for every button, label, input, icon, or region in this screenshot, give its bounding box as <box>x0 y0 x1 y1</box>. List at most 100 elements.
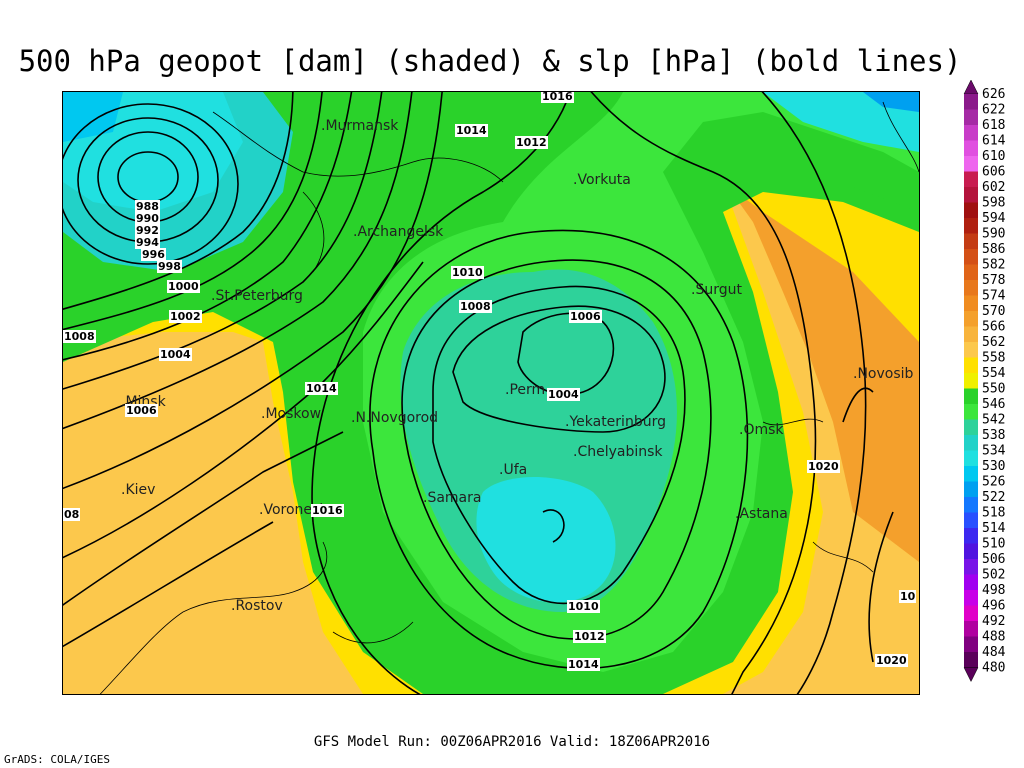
colorbar-swatch <box>964 140 978 156</box>
colorbar-swatch <box>964 388 978 404</box>
colorbar-tick-label: 498 <box>982 583 1005 598</box>
colorbar-swatch <box>964 512 978 528</box>
colorbar-swatch <box>964 621 978 637</box>
city-moskow: .Moskow <box>261 406 322 422</box>
isobar-label: 1012 <box>573 630 606 643</box>
colorbar-tick-label: 590 <box>982 227 1005 242</box>
colorbar-swatch <box>964 404 978 420</box>
isobar-label: 1016 <box>311 504 344 517</box>
isobar-label: 1012 <box>515 136 548 149</box>
colorbar-tick-label: 554 <box>982 366 1006 381</box>
colorbar-swatch <box>964 450 978 466</box>
isobar-label: 1008 <box>63 330 96 343</box>
isobar-label: 1006 <box>569 310 602 323</box>
city-archangelsk: .Archangelsk <box>353 224 444 240</box>
colorbar-swatch <box>964 264 978 280</box>
model-run-footer: GFS Model Run: 00Z06APR2016 Valid: 18Z06… <box>313 734 711 750</box>
colorbar-tick-label: 566 <box>982 320 1005 335</box>
colorbar-tick-label: 542 <box>982 413 1005 428</box>
isobar-label: 1014 <box>567 658 600 671</box>
colorbar-swatch <box>964 590 978 606</box>
city-kiev: .Kiev <box>121 482 156 498</box>
isobar-label: 1014 <box>305 382 338 395</box>
colorbar-tick-label: 496 <box>982 599 1005 614</box>
colorbar-swatch <box>964 280 978 296</box>
colorbar-swatch <box>964 419 978 435</box>
colorbar-tick-label: 610 <box>982 149 1005 164</box>
colorbar-swatch <box>964 202 978 218</box>
colorbar-tick-label: 578 <box>982 273 1005 288</box>
colorbar-top-arrow <box>963 79 979 95</box>
colorbar-tick-label: 502 <box>982 568 1005 583</box>
isobar-label: 1016 <box>541 91 574 103</box>
shade-530 <box>476 477 616 603</box>
colorbar-legend: 6266226186146106066025985945905865825785… <box>963 79 1006 683</box>
city-ufa: .Ufa <box>499 462 528 478</box>
colorbar-swatch <box>964 497 978 513</box>
isobar-label: 1004 <box>547 388 580 401</box>
city-vorkuta: .Vorkuta <box>573 172 631 188</box>
colorbar-swatch <box>964 435 978 451</box>
colorbar-tick-label: 618 <box>982 118 1005 133</box>
colorbar-swatch <box>964 125 978 141</box>
isobar-label: 1014 <box>455 124 488 137</box>
colorbar-swatch <box>964 466 978 482</box>
isobar-label: 1008 <box>459 300 492 313</box>
isobar-label: 1020 <box>875 654 908 667</box>
isobar-label: 992 <box>135 224 160 237</box>
colorbar-tick-label: 510 <box>982 537 1005 552</box>
colorbar-swatch <box>964 218 978 234</box>
colorbar-tick-label: 550 <box>982 382 1005 397</box>
colorbar-tick-label: 514 <box>982 521 1006 536</box>
colorbar-swatch <box>964 543 978 559</box>
colorbar-tick-label: 480 <box>982 661 1005 676</box>
colorbar-swatch <box>964 528 978 544</box>
city-st-peterburg: .St.Peterburg <box>211 288 303 304</box>
isobar-label: 1020 <box>807 460 840 473</box>
colorbar-swatch <box>964 295 978 311</box>
colorbar-bottom-arrow <box>963 667 979 683</box>
colorbar-swatch <box>964 481 978 497</box>
colorbar-tick-label: 522 <box>982 490 1005 505</box>
colorbar-swatch <box>964 156 978 172</box>
colorbar-tick-label: 484 <box>982 645 1006 660</box>
city-murmansk: .Murmansk <box>321 118 399 134</box>
city-n-novgorod: .N.Novgorod <box>351 410 439 426</box>
colorbar-tick-label: 518 <box>982 506 1005 521</box>
colorbar-tick-label: 570 <box>982 304 1005 319</box>
isobar-label: 998 <box>157 260 182 273</box>
city-chelyabinsk: .Chelyabinsk <box>573 444 663 460</box>
colorbar-tick-label: 582 <box>982 258 1005 273</box>
isobar-label: 996 <box>141 248 166 261</box>
city-samara: .Samara <box>423 490 482 506</box>
isobar-label: 1010 <box>451 266 484 279</box>
colorbar-tick-label: 606 <box>982 165 1005 180</box>
city-astana: .Astana <box>735 506 788 522</box>
colorbar-swatch <box>964 311 978 327</box>
isobar-label: 988 <box>135 200 160 213</box>
colorbar-tick-label: 594 <box>982 211 1006 226</box>
city-novosib: .Novosib <box>853 366 914 382</box>
isobar-label: 1006 <box>125 404 158 417</box>
colorbar-tick-label: 558 <box>982 351 1005 366</box>
city-surgut: .Surgut <box>691 282 742 298</box>
colorbar-tick-label: 488 <box>982 630 1005 645</box>
isobar-label: 1010 <box>567 600 600 613</box>
colorbar-swatch <box>964 326 978 342</box>
colorbar-swatch <box>964 357 978 373</box>
colorbar-swatch <box>964 574 978 590</box>
isobar-label: 08 <box>63 508 81 521</box>
isobar-label: 1004 <box>159 348 192 361</box>
grads-credit: GrADS: COLA/IGES <box>4 753 110 766</box>
colorbar-tick-label: 622 <box>982 103 1005 118</box>
colorbar-tick-label: 492 <box>982 614 1005 629</box>
shade-526-ne <box>763 92 919 152</box>
colorbar-tick-label: 530 <box>982 459 1005 474</box>
colorbar-swatch <box>964 342 978 358</box>
colorbar-swatch <box>964 233 978 249</box>
city-perm: .Perm <box>505 382 546 398</box>
colorbar-swatch <box>964 187 978 203</box>
colorbar-tick-label: 538 <box>982 428 1005 443</box>
weather-map: .Murmansk .Vorkuta .Archangelsk .Surgut … <box>62 91 920 695</box>
colorbar-tick-label: 534 <box>982 444 1006 459</box>
